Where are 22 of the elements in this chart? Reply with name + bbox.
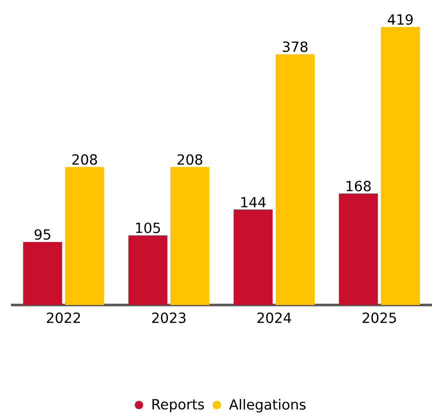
bar [128, 235, 168, 305]
legend-label: Reports [152, 399, 204, 412]
data-label: 95 [34, 229, 50, 240]
bar [338, 194, 378, 305]
data-label: 208 [178, 154, 202, 165]
legend-label: Allegations [229, 398, 306, 412]
x-tick-label: 2023 [152, 312, 186, 324]
bar [23, 242, 62, 305]
data-label: 105 [136, 222, 160, 234]
bar [65, 166, 104, 305]
bar [276, 54, 315, 305]
bar [170, 166, 210, 305]
x-tick-label: 2024 [257, 312, 292, 324]
bar [234, 209, 273, 305]
x-tick-label: 2025 [362, 312, 396, 324]
x-tick-label: 2022 [46, 312, 80, 324]
data-label: 419 [388, 14, 413, 25]
data-label: 208 [72, 154, 97, 165]
bar [380, 26, 420, 305]
data-label: 378 [282, 41, 308, 52]
data-label: 144 [241, 197, 266, 208]
data-label: 168 [346, 180, 371, 192]
